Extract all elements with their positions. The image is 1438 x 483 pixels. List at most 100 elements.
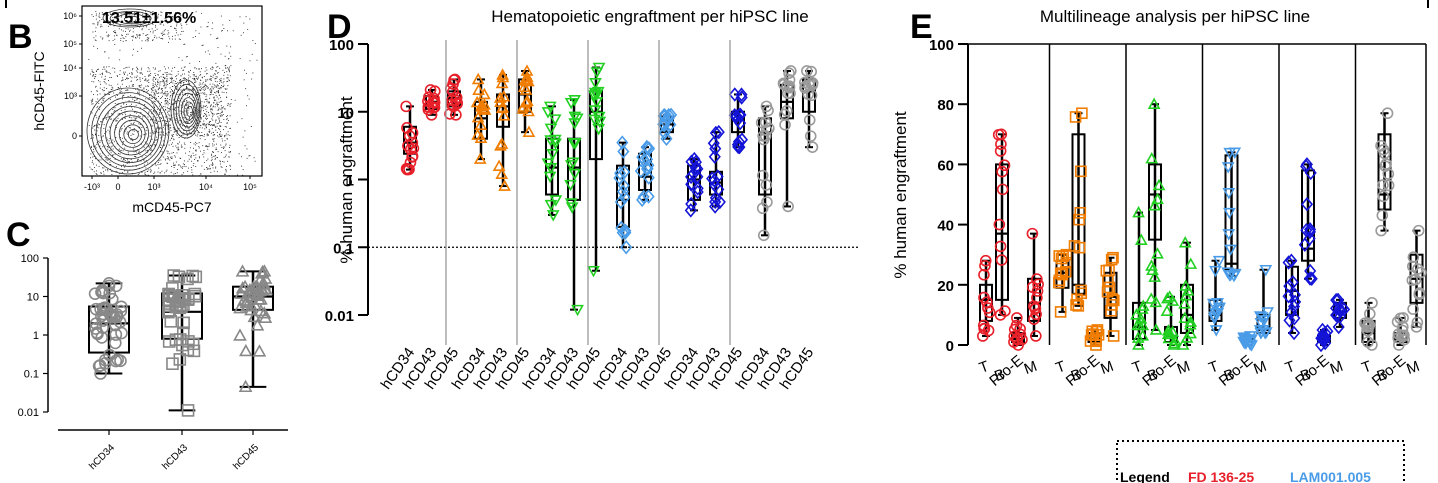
flow-event — [158, 167, 160, 169]
flow-event — [223, 135, 225, 137]
data-point — [1237, 336, 1250, 349]
flow-event — [122, 79, 124, 81]
flow-event — [214, 78, 216, 80]
data-point — [763, 122, 775, 135]
flow-event — [134, 96, 136, 98]
flow-event — [109, 150, 111, 152]
flow-event — [147, 40, 149, 42]
flow-event — [153, 172, 155, 174]
flow-event — [224, 71, 225, 73]
flow-event — [148, 29, 150, 31]
flow-event — [139, 26, 140, 28]
flow-event — [221, 151, 222, 153]
flow-event — [118, 152, 119, 154]
flow-event — [140, 143, 142, 145]
flow-event — [160, 137, 162, 139]
flow-event — [138, 92, 140, 94]
flow-event — [215, 85, 217, 87]
data-point — [781, 80, 793, 92]
flow-event — [219, 134, 220, 135]
flow-event — [160, 109, 162, 111]
flow-event — [93, 71, 95, 73]
contour-line — [180, 97, 196, 124]
flow-event — [110, 85, 112, 86]
flow-event — [158, 127, 160, 129]
flow-event — [194, 67, 196, 69]
flow-event — [198, 84, 200, 86]
flow-event — [200, 89, 202, 91]
flow-event — [114, 158, 116, 160]
flow-event — [117, 94, 118, 96]
flow-event — [216, 81, 218, 83]
flow-event — [188, 81, 189, 83]
flow-event — [209, 175, 211, 177]
flow-event — [104, 82, 106, 84]
flow-event — [161, 89, 163, 91]
flow-event — [226, 117, 228, 119]
flow-event — [212, 155, 214, 157]
flow-event — [198, 89, 200, 91]
flow-event — [181, 147, 183, 149]
flow-event — [153, 106, 155, 108]
flow-event — [124, 130, 126, 132]
flow-event — [190, 120, 192, 122]
flow-event — [241, 118, 243, 120]
flow-event — [103, 127, 105, 129]
flow-event — [225, 65, 227, 66]
flow-event — [219, 135, 221, 137]
flow-event — [115, 21, 117, 23]
data-point — [734, 107, 747, 123]
flow-event — [154, 101, 156, 103]
flow-event — [146, 174, 148, 176]
flow-event — [153, 141, 155, 143]
flow-event — [171, 70, 173, 72]
flow-event — [181, 101, 183, 103]
flow-event — [160, 23, 162, 25]
flow-event — [223, 108, 225, 110]
flow-event — [133, 151, 135, 153]
flow-event — [143, 146, 145, 148]
flow-event — [206, 135, 208, 137]
flow-event — [169, 139, 171, 141]
flow-event — [102, 135, 104, 137]
flow-event — [120, 105, 122, 107]
flow-event — [146, 149, 148, 151]
flow-event — [200, 26, 202, 28]
flow-event — [111, 118, 112, 120]
flow-event — [174, 27, 176, 29]
flow-event — [152, 85, 154, 87]
flow-event — [105, 159, 107, 161]
flow-event — [175, 29, 177, 31]
flow-event — [212, 22, 213, 24]
flow-event — [125, 129, 127, 131]
data-point — [495, 76, 509, 89]
flow-event — [224, 173, 225, 175]
flow-event — [113, 12, 115, 14]
flow-event — [138, 35, 140, 37]
data-point — [619, 225, 632, 240]
flow-event — [120, 149, 122, 151]
data-point — [449, 73, 461, 86]
flow-event — [176, 21, 178, 23]
flow-event — [150, 12, 152, 14]
flow-event — [165, 123, 166, 125]
data-point — [658, 125, 671, 140]
flow-event — [212, 116, 213, 118]
flow-event — [210, 112, 212, 114]
flow-event — [129, 30, 130, 32]
contour-line — [183, 101, 195, 121]
flow-event — [171, 76, 173, 78]
flow-event — [153, 76, 155, 78]
flow-event — [101, 136, 103, 138]
flow-event — [174, 13, 176, 15]
flow-event — [204, 88, 206, 90]
flow-event — [167, 113, 169, 115]
flow-event — [171, 157, 173, 159]
flow-event — [194, 133, 196, 135]
flow-event — [195, 154, 197, 156]
flow-event — [211, 68, 213, 70]
data-point — [520, 64, 534, 76]
flow-event — [181, 81, 183, 83]
flow-event — [114, 38, 116, 40]
flow-event — [190, 133, 192, 135]
